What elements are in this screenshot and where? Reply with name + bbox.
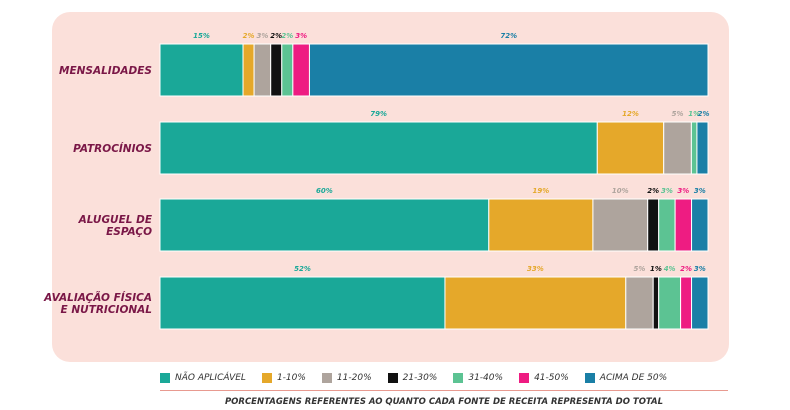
data-label: 2% [680,265,692,273]
data-label: 3% [661,187,673,195]
bar-segment [292,43,310,97]
data-label: 15% [193,32,210,40]
bar-segment [647,198,660,252]
bar-segment [674,198,693,252]
data-label: 2% [698,110,710,118]
legend-swatch [519,373,530,383]
bar-segment [691,198,709,252]
data-label: 3% [694,265,706,273]
legend-swatch [387,373,398,383]
legend: NÃO APLICÁVEL 1-10% 11-20% 21-30% 31-40% 41-5… [160,371,720,385]
legend-label: ACIMA DE 50% [599,373,668,383]
data-label: 72% [500,32,517,40]
legend-item: 31-40% [453,373,503,383]
legend-item: 41-50% [519,373,569,383]
data-label: 60% [316,187,333,195]
bar-segment [159,276,446,330]
category-label: ALUGUEL DE ESPAÇO [78,214,153,238]
legend-item: NÃO APLICÁVEL [160,373,246,383]
data-label: 2% [270,32,282,40]
data-label: 2% [281,32,293,40]
data-label: 33% [527,265,544,273]
legend-label: 41-50% [534,373,569,383]
bar-segment [691,276,709,330]
bar-segment [658,276,682,330]
data-label: 12% [622,110,639,118]
bar-segment [281,43,294,97]
data-label: 5% [634,265,646,273]
legend-swatch [261,373,272,383]
category-label: AVALIAÇÃO FÍSICA E NUTRICIONAL [43,291,152,316]
legend-label: NÃO APLICÁVEL [175,373,246,383]
bar-segment [159,121,598,175]
legend-swatch [453,373,464,383]
bar-segment [159,43,244,97]
data-label: 79% [370,110,387,118]
bar-segment [690,121,698,175]
bar-segment [652,276,660,330]
bar-segment [488,198,594,252]
legend-swatch [584,373,595,383]
bar-segment [625,276,654,330]
data-label: 5% [672,110,684,118]
data-label: 3% [256,32,268,40]
legend-swatch [321,373,332,383]
legend-swatch [160,373,170,383]
footnote: PORCENTAGENS REFERENTES AO QUANTO CADA F… [224,397,664,407]
legend-label: 21-30% [402,373,438,383]
divider [160,390,728,391]
legend-item: 11-20% [321,373,372,383]
legend-label: 31-40% [468,373,504,383]
bar-segment [592,198,649,252]
bar-segment [663,121,692,175]
data-label: 3% [295,32,307,40]
legend-item: 1-10% [261,373,306,383]
legend-item: ACIMA DE 50% [584,373,668,383]
data-label: 2% [647,187,659,195]
category-label: MENSALIDADES [59,65,152,77]
bar-segment [242,43,255,97]
data-label: 10% [612,187,629,195]
legend-label: 11-20% [336,373,372,383]
data-label: 3% [694,187,706,195]
data-label: 1% [688,110,700,118]
legend-item: 21-30% [387,373,438,383]
data-label: 19% [532,187,549,195]
data-label: 3% [677,187,689,195]
data-label: 1% [650,265,662,273]
data-label: 2% [243,32,255,40]
bar-segment [270,43,283,97]
bar-segment [444,276,627,330]
data-label: 4% [664,265,676,273]
data-label: 52% [294,265,311,273]
bar-segment [253,43,272,97]
bar-segment [696,121,709,175]
legend-label: 1-10% [276,373,306,383]
bar-segment [596,121,665,175]
bar-segment [308,43,709,97]
bar-segment [680,276,693,330]
bar-segment [658,198,676,252]
category-label: PATROCÍNIOS [73,142,152,155]
bar-segment [159,198,490,252]
